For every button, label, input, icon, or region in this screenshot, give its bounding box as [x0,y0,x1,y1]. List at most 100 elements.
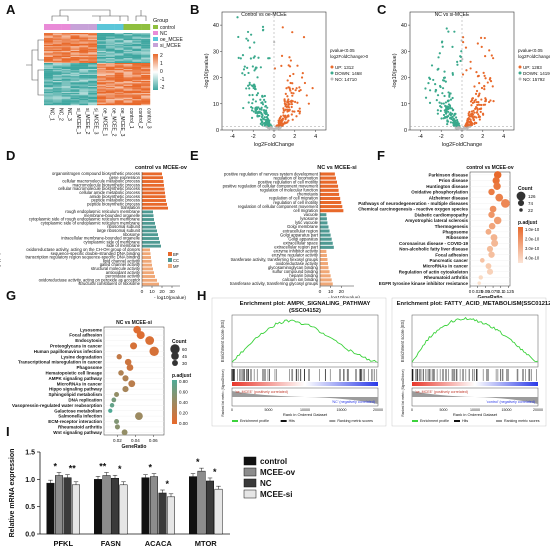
significance-mark: ** [69,464,77,474]
heatmap-cell [52,43,62,46]
go-term-label: oxidoreductase activity, acting on perox… [39,277,141,282]
heatmap-cell [52,55,62,58]
heatmap-cell [70,94,80,96]
enrichment-dot [486,245,494,253]
volcano-point [292,92,295,95]
heatmap-cell [70,90,80,92]
volcano-point [453,119,456,122]
heatmap-cell [88,94,98,96]
volcano-point [287,64,290,67]
rank-tick-label: 15000 [337,408,347,412]
pathway-label: Pancreatic cancer [429,258,468,263]
heatmap-cell [79,54,89,56]
heatmap-cell [79,64,89,66]
heatmap-cell [123,78,133,80]
heatmap-cell [61,63,71,65]
volcano-point [449,107,452,110]
significance-mark: * [148,463,152,473]
heatmap-cell [52,97,62,100]
volcano-point [287,115,290,118]
sample-label: control_3 [146,108,152,129]
heatmap-cell [114,37,124,40]
heatmap-cell [97,46,107,48]
go-bar [142,202,167,206]
heatmap-cell [105,87,115,89]
heatmap-cell [114,43,124,46]
volcano-point [248,46,251,49]
heatmap-cell [44,72,54,74]
heatmap-cell [79,95,89,97]
heatmap-cell [44,42,54,44]
heatmap-cell [61,49,71,52]
heatmap-cell [105,48,115,50]
heatmap-cell [123,58,133,60]
pathway-label: Pathways of neurodegeneration - multiple… [358,201,468,206]
heatmap-cell [114,59,124,61]
heatmap-cell [105,63,115,65]
volcano-point [461,73,465,76]
heatmap-cell [52,89,62,91]
go-bar [142,210,153,214]
heatmap-cell [141,55,151,58]
heatmap-cell [88,48,98,50]
volcano-point [259,98,262,101]
heatmap-cell [61,67,71,70]
heatmap-cell [97,69,107,71]
volcano-point [451,72,454,75]
go-bar [320,188,339,192]
volcano-point [467,117,471,121]
heatmap-cell [61,97,71,100]
y-tick-label: 30 [213,49,219,55]
heatmap-cell [44,45,54,47]
rank-tick-label: 15000 [502,408,512,412]
volcano-point [436,94,440,97]
volcano-point [429,89,432,92]
heatmap-cell [44,87,54,89]
volcano-point [237,35,240,39]
volcano-point [448,94,451,97]
heatmap-cell [97,70,107,72]
volcano-point [250,33,253,36]
volcano-point [242,68,246,71]
color-legend-tick: 0.40 [179,400,188,405]
size-legend-dot [516,191,526,201]
legend-label: MF [173,264,179,269]
go-term-label: ribosome [123,232,141,237]
volcano-point [288,74,292,78]
volcano-point [446,105,449,108]
chart-title: control vs MCEE-ov [135,165,188,171]
go-term-label: peroxidase activity [106,274,141,279]
go-bar [320,205,343,209]
heatmap-cell [97,95,107,97]
heatmap-cell [97,49,107,52]
heatmap-cell [88,54,98,56]
heatmap-cell [61,79,71,82]
heatmap-cell [132,103,142,106]
heatmap-cell [132,55,142,58]
x-tick-label: 20 [339,289,345,295]
heatmap-cell [44,40,54,42]
significance-mark: * [53,462,57,472]
legend-marker [330,77,334,81]
heatmap-cell [123,71,133,73]
enrichment-dot [114,424,120,430]
volcano-point [245,37,248,40]
heatmap-cell [141,63,151,65]
volcano-point [252,98,255,101]
heatmap-cell [105,37,115,40]
heatmap-cell [79,47,89,49]
threshold-text: pvalue<0.05 [518,48,543,53]
enrichment-dot [493,182,501,190]
volcano-point [283,109,286,112]
go-term-label: sulfur compound binding [272,269,318,274]
gsea-y-label: Enrichment score (ES) [220,319,225,362]
x-tick-label: -2 [251,134,256,140]
go-term-label: Golgi apparatus part [280,232,319,237]
heatmap-cell [114,40,124,42]
heatmap-cell [114,87,124,89]
expression-bar [206,480,214,535]
heatmap-cell [123,72,133,74]
heatmap-cell [141,97,151,100]
heatmap-cell [44,58,54,60]
heatmap-cell [70,79,80,82]
